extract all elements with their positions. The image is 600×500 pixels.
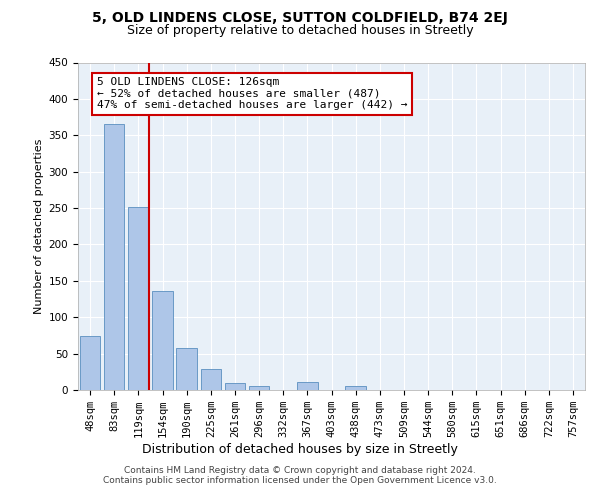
Bar [128, 206, 149, 390]
Bar [176, 348, 197, 390]
Text: 5 OLD LINDENS CLOSE: 126sqm
← 52% of detached houses are smaller (487)
47% of se: 5 OLD LINDENS CLOSE: 126sqm ← 52% of det… [97, 77, 407, 110]
Bar [346, 386, 366, 390]
Bar [297, 382, 317, 390]
Bar [152, 291, 173, 390]
Text: Distribution of detached houses by size in Streetly: Distribution of detached houses by size … [142, 442, 458, 456]
Bar [224, 382, 245, 390]
Bar [80, 336, 100, 390]
Text: 5, OLD LINDENS CLOSE, SUTTON COLDFIELD, B74 2EJ: 5, OLD LINDENS CLOSE, SUTTON COLDFIELD, … [92, 11, 508, 25]
Text: Size of property relative to detached houses in Streetly: Size of property relative to detached ho… [127, 24, 473, 37]
Text: Contains public sector information licensed under the Open Government Licence v3: Contains public sector information licen… [103, 476, 497, 485]
Bar [249, 386, 269, 390]
Text: Contains HM Land Registry data © Crown copyright and database right 2024.: Contains HM Land Registry data © Crown c… [124, 466, 476, 475]
Bar [200, 369, 221, 390]
Bar [104, 124, 124, 390]
Y-axis label: Number of detached properties: Number of detached properties [34, 138, 44, 314]
